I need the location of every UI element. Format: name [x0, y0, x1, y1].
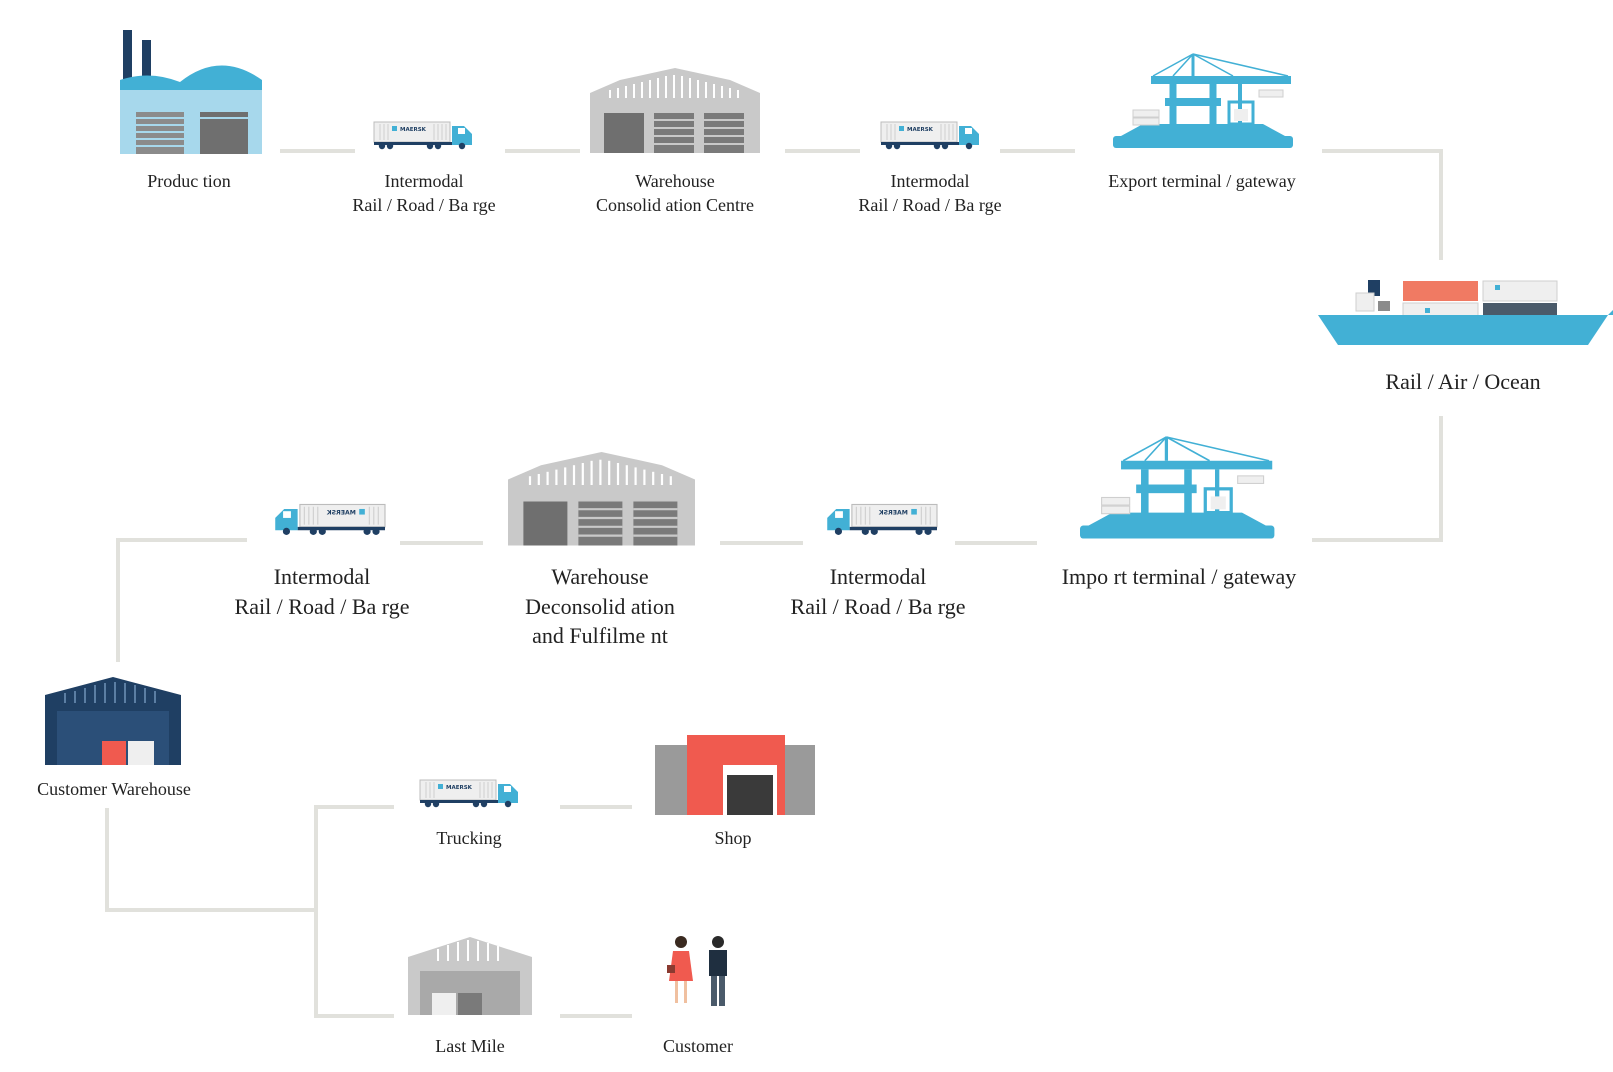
- small-warehouse-icon: [408, 937, 532, 1015]
- port-crane-icon: [1080, 437, 1274, 539]
- intermodal-3-label: Intermodal Rail / Road / Ba rge: [235, 562, 410, 621]
- customer-warehouse-label-line: Customer Warehouse: [37, 779, 191, 799]
- truck-icon: [373, 121, 473, 150]
- intermodal-3-label-line: Rail / Road / Ba rge: [234, 593, 410, 619]
- warehouse-consolidation-label-line: Warehouse: [635, 171, 715, 191]
- factory-icon: [120, 30, 262, 154]
- intermodal-1-label-line: Intermodal: [384, 171, 464, 191]
- dark-warehouse-icon: [45, 677, 181, 765]
- intermodal-4-label-line: Intermodal: [829, 564, 927, 589]
- customer-label: Customer: [663, 1034, 733, 1058]
- production-label-line: Produc tion: [147, 171, 231, 191]
- truck-icon: [419, 779, 519, 808]
- warehouse-deconsolidation-label-line: Warehouse: [551, 564, 649, 589]
- truck-icon: [826, 503, 938, 536]
- container-ship-icon: [1318, 280, 1613, 345]
- truck-icon: [274, 503, 386, 536]
- intermodal-2-label-line: Rail / Road / Ba rge: [858, 195, 1002, 216]
- shop-icon: [655, 735, 815, 815]
- production-label: Produc tion: [147, 169, 231, 193]
- intermodal-3-label-line: Intermodal: [273, 564, 371, 589]
- warehouse-deconsolidation-label: Warehouse Deconsolid ation and Fulfilme …: [525, 562, 675, 651]
- port-crane-icon: [1113, 54, 1293, 148]
- intermodal-4-label-line: Rail / Road / Ba rge: [790, 593, 966, 619]
- last-mile-label: Last Mile: [435, 1034, 505, 1058]
- export-terminal-label: Export terminal / gateway: [1108, 169, 1295, 193]
- intermodal-2-label: Intermodal Rail / Road / Ba rge: [858, 169, 1001, 218]
- intermodal-4-label: Intermodal Rail / Road / Ba rge: [791, 562, 966, 621]
- warehouse-deconsolidation-label-line: and Fulfilme nt: [532, 623, 668, 649]
- transport-label-line: Rail / Air / Ocean: [1385, 369, 1541, 394]
- customer-warehouse-label: Customer Warehouse: [37, 777, 191, 801]
- intermodal-1-label-line: Rail / Road / Ba rge: [352, 195, 496, 216]
- import-terminal-label: Impo rt terminal / gateway: [1062, 562, 1297, 592]
- intermodal-1-label: Intermodal Rail / Road / Ba rge: [352, 169, 495, 218]
- trucking-label: Trucking: [436, 826, 501, 850]
- warehouse-consolidation-label: Warehouse Consolid ation Centre: [596, 169, 754, 218]
- customer-label-line: Customer: [663, 1036, 733, 1056]
- shop-label-line: Shop: [714, 828, 752, 848]
- transport-label: Rail / Air / Ocean: [1385, 367, 1540, 397]
- warehouse-deconsolidation-label-line: Deconsolid ation: [525, 593, 675, 619]
- people-icon: [667, 936, 727, 1006]
- connector-lines: [105, 149, 1443, 1018]
- intermodal-2-label-line: Intermodal: [890, 171, 970, 191]
- trucking-label-line: Trucking: [436, 828, 502, 848]
- warehouse-consolidation-label-line: Consolid ation Centre: [596, 195, 754, 216]
- shop-label: Shop: [714, 826, 751, 850]
- export-terminal-label-line: Export terminal / gateway: [1108, 171, 1296, 191]
- last-mile-label-line: Last Mile: [435, 1036, 505, 1056]
- warehouse-icon: [589, 67, 761, 154]
- import-terminal-label-line: Impo rt terminal / gateway: [1061, 564, 1297, 589]
- truck-icon: [880, 121, 980, 150]
- warehouse-icon: [506, 450, 697, 547]
